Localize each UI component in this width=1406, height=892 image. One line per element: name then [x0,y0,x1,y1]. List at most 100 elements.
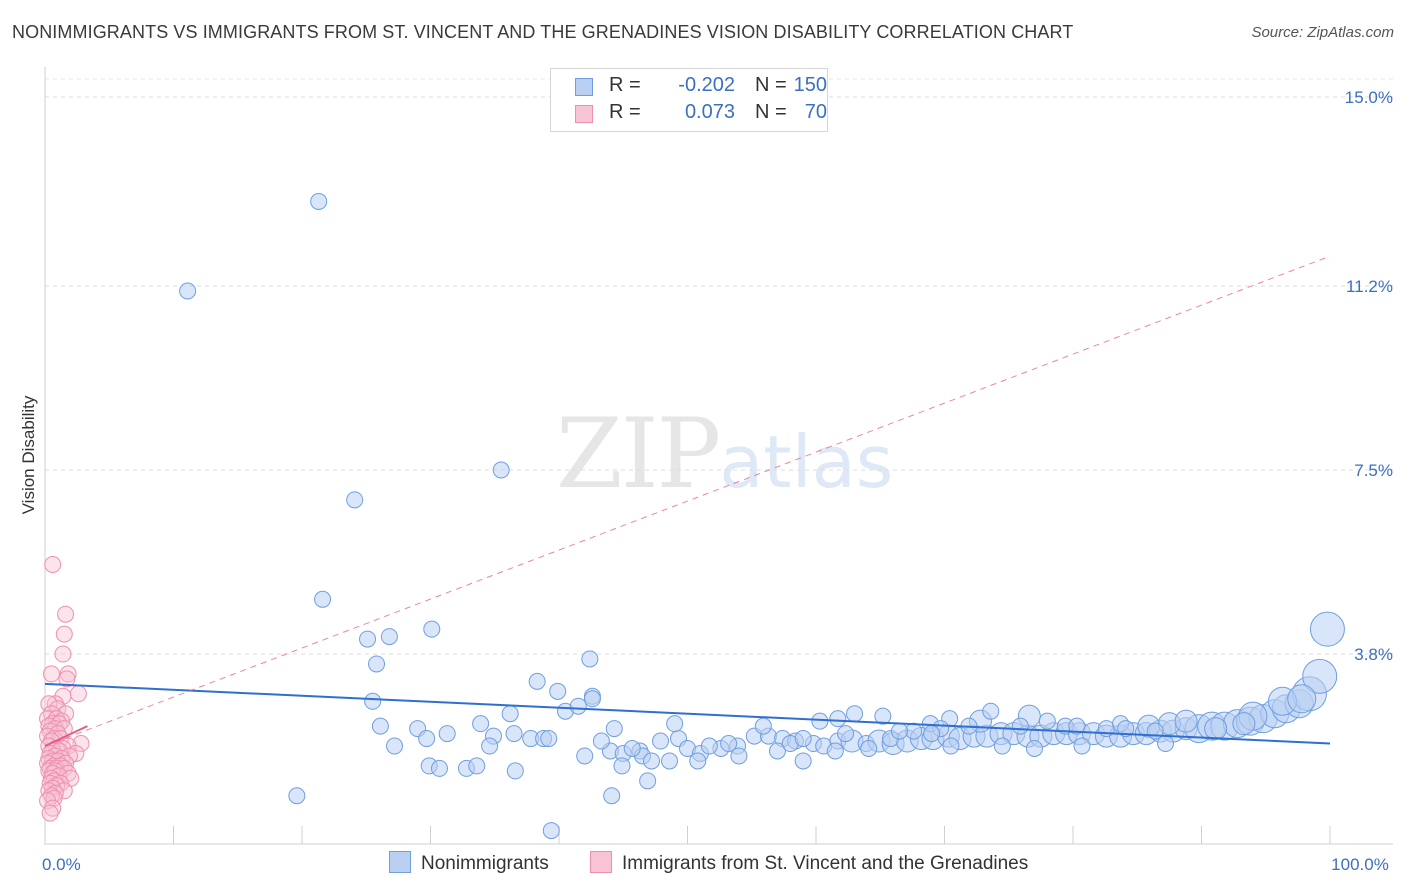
x-tick-label: 0.0% [42,855,81,874]
nonimmigrant-point [569,697,587,715]
nonimmigrant-point [314,590,332,608]
nonimmigrant-point [528,672,546,690]
nonimmigrant-point [923,725,941,743]
nonimmigrant-point [576,747,594,765]
nonimmigrant-point [768,742,786,760]
gridlines [45,78,1393,655]
nonimmigrant-point [371,717,389,735]
legend-r-value: 0.073 [684,101,735,123]
nonimmigrant-point [288,787,306,805]
axes [44,67,1393,845]
nonimmigrant-point [754,717,772,735]
bottom-legend-immigrants: Immigrants from St. Vincent and the Gren… [590,851,1028,875]
immigrant-point [72,735,90,753]
nonimmigrant-point [1232,712,1256,736]
nonimmigrant-point [364,692,382,710]
nonimmigrant-point [613,757,631,775]
legend-n-value: 150 [793,74,827,96]
nonimmigrant-point [623,740,641,758]
nonimmigrant-point [506,762,524,780]
legend-swatch-blue [575,78,593,96]
nonimmigrant-point [1309,611,1345,647]
nonimmigrant-point [1146,722,1164,740]
immigrant-point [57,605,75,623]
nonimmigrant-point [359,630,377,648]
nonimmigrant-point [1025,740,1043,758]
nonimmigrant-point [468,757,486,775]
nonimmigrant-point [1174,709,1198,733]
nonimmigrant-point [380,628,398,646]
nonimmigrant-point [179,282,197,300]
immigrant-point [44,799,62,817]
trend-lines [44,255,1331,747]
nonimmigrant-point [603,787,621,805]
nonimmigrant-point [826,742,844,760]
nonimmigrant-point [1073,737,1091,755]
nonimmigrants-points [179,192,1345,840]
immigrants-trend-line [44,725,88,747]
y-axis-label: Vision Disability [19,395,38,514]
nonimmigrant-point [846,705,864,723]
nonimmigrant-point [1204,717,1228,741]
nonimmigrant-point [666,715,684,733]
immigrant-point [42,665,60,683]
nonimmigrant-point [438,725,456,743]
nonimmigrant-point [418,730,436,748]
chart-title: NONIMMIGRANTS VS IMMIGRANTS FROM ST. VIN… [12,22,1074,42]
nonimmigrant-point [542,822,560,840]
nonimmigrant-point [386,737,404,755]
nonimmigrant-point [505,725,523,743]
nonimmigrant-point [700,737,718,755]
nonimmigrant-point [592,732,610,750]
immigrant-point [69,685,87,703]
bottom-legend-swatch-pink [590,851,612,873]
nonimmigrant-point [993,737,1011,755]
chart-source: Source: ZipAtlas.com [1251,24,1394,41]
bottom-legend-swatch-blue [389,851,411,873]
nonimmigrant-point [942,737,960,755]
nonimmigrant-point [811,712,829,730]
y-tick-label: 11.2% [1346,277,1393,296]
watermark-atlas: atlas [719,420,894,504]
legend-r-value: -0.202 [678,74,735,96]
bottom-legend-nonimmigrants: Nonimmigrants [389,851,549,875]
nonimmigrant-point [581,650,599,668]
legend-n-label: N = [755,74,787,96]
legend-n-value: 70 [804,101,827,123]
nonimmigrants-trend-line [44,682,1331,745]
correlation-legend: R = -0.202 N = 150 R = 0.073 N = 70 [550,68,828,132]
nonimmigrant-point [583,690,601,708]
y-tick-label: 7.5% [1354,461,1393,480]
nonimmigrant-point [1287,684,1317,714]
bottom-legend-label-nonimmigrants: Nonimmigrants [421,853,549,874]
nonimmigrant-point [829,710,847,728]
immigrant-point [58,670,76,688]
nonimmigrant-point [905,722,923,740]
nonimmigrant-point [720,735,738,753]
nonimmigrant-point [794,752,812,770]
nonimmigrant-point [1068,717,1086,735]
nonimmigrant-point [368,655,386,673]
nonimmigrant-point [794,730,812,748]
nonimmigrant-point [605,720,623,738]
nonimmigrant-point [540,730,558,748]
x-tick-label: 100.0% [1331,855,1389,874]
nonimmigrant-point [472,715,490,733]
nonimmigrant-point [860,740,878,758]
nonimmigrant-point [549,682,567,700]
immigrants-trend-extension [44,255,1331,747]
nonimmigrant-point [661,752,679,770]
immigrant-point [55,625,73,643]
nonimmigrant-point [891,722,909,740]
nonimmigrant-point [430,759,448,777]
nonimmigrant-point [492,461,510,479]
legend-r-label: R = [609,74,641,96]
y-tick-label: 3.8% [1354,645,1393,664]
bottom-legend-label-immigrants: Immigrants from St. Vincent and the Gren… [622,853,1029,874]
nonimmigrant-point [481,737,499,755]
immigrant-point [44,555,62,573]
immigrant-point [41,804,59,822]
nonimmigrant-point [837,725,855,743]
nonimmigrant-point [730,747,748,765]
